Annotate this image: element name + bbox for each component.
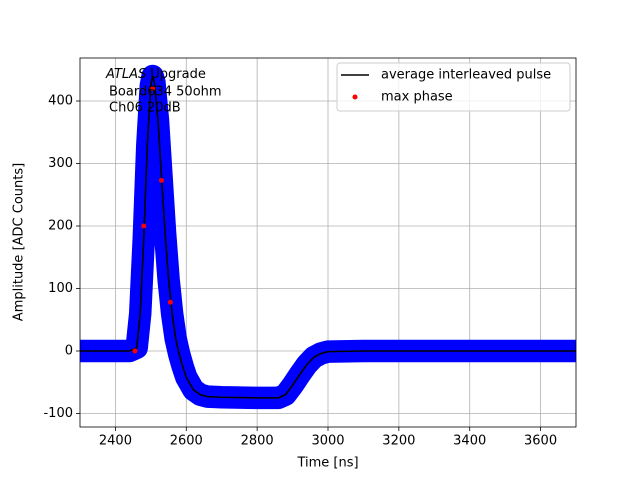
line <box>80 75 576 399</box>
y-tick-label: 100 <box>48 281 73 296</box>
axes-frame <box>79 57 577 428</box>
point <box>167 299 173 305</box>
legend-label: max phase <box>381 90 453 105</box>
point <box>132 348 138 354</box>
x-axis-label: Time [ns] <box>296 456 358 471</box>
annotation-line: Ch06 20dB <box>109 101 181 116</box>
x-tick-label: 3400 <box>453 434 486 449</box>
x-tick-label: 2800 <box>241 434 274 449</box>
point <box>158 177 164 183</box>
annotation-line: Upgrade <box>150 67 206 82</box>
y-tick-label: 400 <box>48 94 73 109</box>
x-tick-label: 2400 <box>99 434 132 449</box>
legend-label: average interleaved pulse <box>381 68 551 83</box>
x-tick-label: 3200 <box>382 434 415 449</box>
annotation-italic: ATLAS <box>105 67 146 82</box>
x-tick-label: 3600 <box>524 434 557 449</box>
y-tick-label: -100 <box>43 406 73 421</box>
legend-swatch <box>352 94 358 100</box>
annotation-line: Board634 50ohm <box>109 85 222 100</box>
point <box>141 223 147 229</box>
x-tick-label: 3000 <box>311 434 344 449</box>
y-tick-label: 0 <box>65 344 73 359</box>
annotation: ATLAS Upgrade <box>105 67 206 82</box>
plot-area <box>80 64 576 410</box>
y-axis-label: Amplitude [ADC Counts] <box>12 163 27 321</box>
x-tick-label: 2600 <box>170 434 203 449</box>
y-tick-label: 300 <box>48 156 73 171</box>
point <box>150 86 156 91</box>
y-tick-label: 200 <box>48 219 73 234</box>
legend-box <box>336 62 571 112</box>
